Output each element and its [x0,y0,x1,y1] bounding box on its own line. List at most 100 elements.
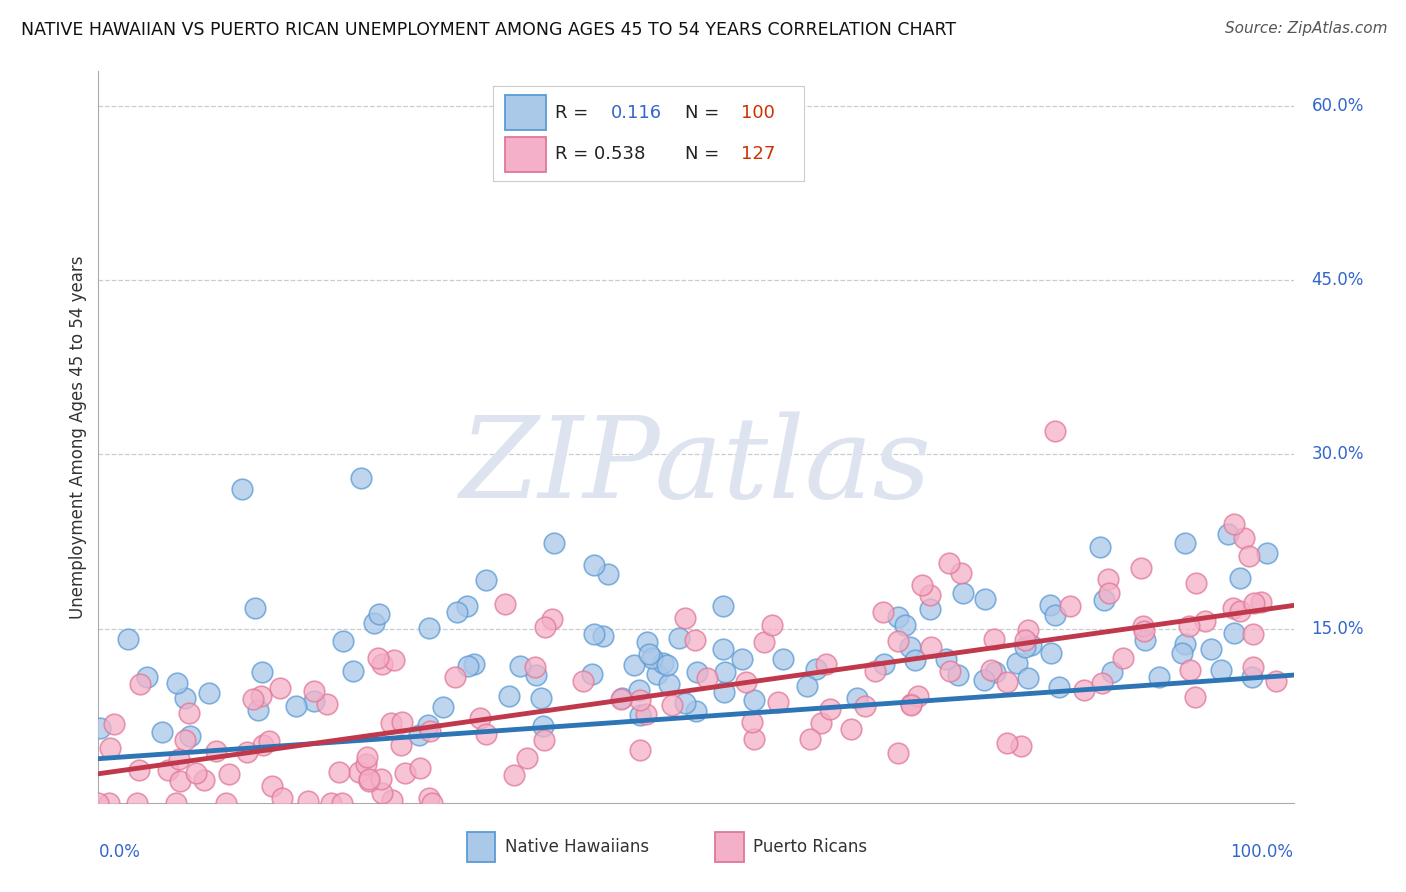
Point [1184,690,1206,704]
Point [742,693,765,707]
Point [252,738,274,752]
Point [1223,626,1246,640]
Point [205,744,228,758]
Point [475,574,498,588]
Point [357,772,380,786]
Point [463,657,485,671]
Point [628,707,651,722]
Point [623,657,645,672]
Point [1194,614,1216,628]
Point [502,768,524,782]
Point [332,634,354,648]
Point [647,666,669,681]
Point [1097,572,1119,586]
Point [169,774,191,789]
Point [530,157,553,171]
Text: 30.0%: 30.0% [1312,445,1364,464]
Point [572,674,595,689]
Text: Source: ZipAtlas.com: Source: ZipAtlas.com [1225,21,1388,36]
Point [742,732,765,747]
Point [242,692,264,706]
Point [592,629,614,643]
Point [179,730,201,744]
Point [371,657,394,671]
Point [668,632,690,646]
Point [1039,646,1062,660]
Point [651,656,673,670]
Point [974,591,997,606]
Point [103,717,125,731]
Point [628,693,651,707]
Point [1178,664,1201,678]
Point [903,653,925,667]
Point [534,620,557,634]
Point [128,763,150,777]
Point [1112,650,1135,665]
Point [581,667,603,681]
Point [1014,632,1036,647]
Point [231,483,253,497]
Point [117,632,139,647]
Point [270,791,292,805]
Point [1043,424,1066,438]
Y-axis label: Unemployment Among Ages 45 to 54 years: Unemployment Among Ages 45 to 54 years [69,255,87,619]
Point [1017,671,1039,685]
Text: ZIPatlas: ZIPatlas [460,411,932,522]
Point [186,765,208,780]
Point [853,699,876,714]
Point [1014,640,1036,654]
Point [516,751,538,765]
Point [1092,592,1115,607]
Point [950,566,973,581]
Point [1239,549,1261,563]
Point [1133,624,1156,638]
Point [1209,663,1232,677]
Point [634,706,657,721]
Point [741,714,763,729]
Point [911,578,934,592]
Point [356,756,378,771]
Point [815,657,838,671]
Point [509,658,531,673]
Point [177,706,200,721]
Point [246,703,269,717]
Point [391,714,413,729]
Point [583,558,606,573]
Point [260,779,283,793]
Point [87,796,110,810]
Point [1229,571,1251,585]
Point [1005,656,1028,670]
Point [612,690,634,705]
Point [494,597,516,611]
Point [218,767,240,781]
Point [363,616,385,631]
Text: 0.0%: 0.0% [98,843,141,861]
Point [995,675,1018,690]
Point [418,791,440,805]
Point [596,567,619,582]
Point [1059,599,1081,613]
Point [165,796,187,810]
Point [150,725,173,739]
Point [297,794,319,808]
Point [628,743,651,757]
Point [865,664,887,678]
Point [371,786,394,800]
Point [920,602,942,616]
Point [418,718,440,732]
Point [661,698,683,713]
Point [381,793,404,807]
Point [524,668,547,682]
Point [636,635,658,649]
Text: 60.0%: 60.0% [1312,97,1364,115]
Point [1223,517,1246,532]
Point [973,673,995,687]
Point [533,719,555,733]
Point [761,618,783,632]
Point [319,796,342,810]
Point [389,738,412,752]
Point [98,741,121,756]
Point [380,716,402,731]
Point [193,772,215,787]
Point [935,652,957,666]
